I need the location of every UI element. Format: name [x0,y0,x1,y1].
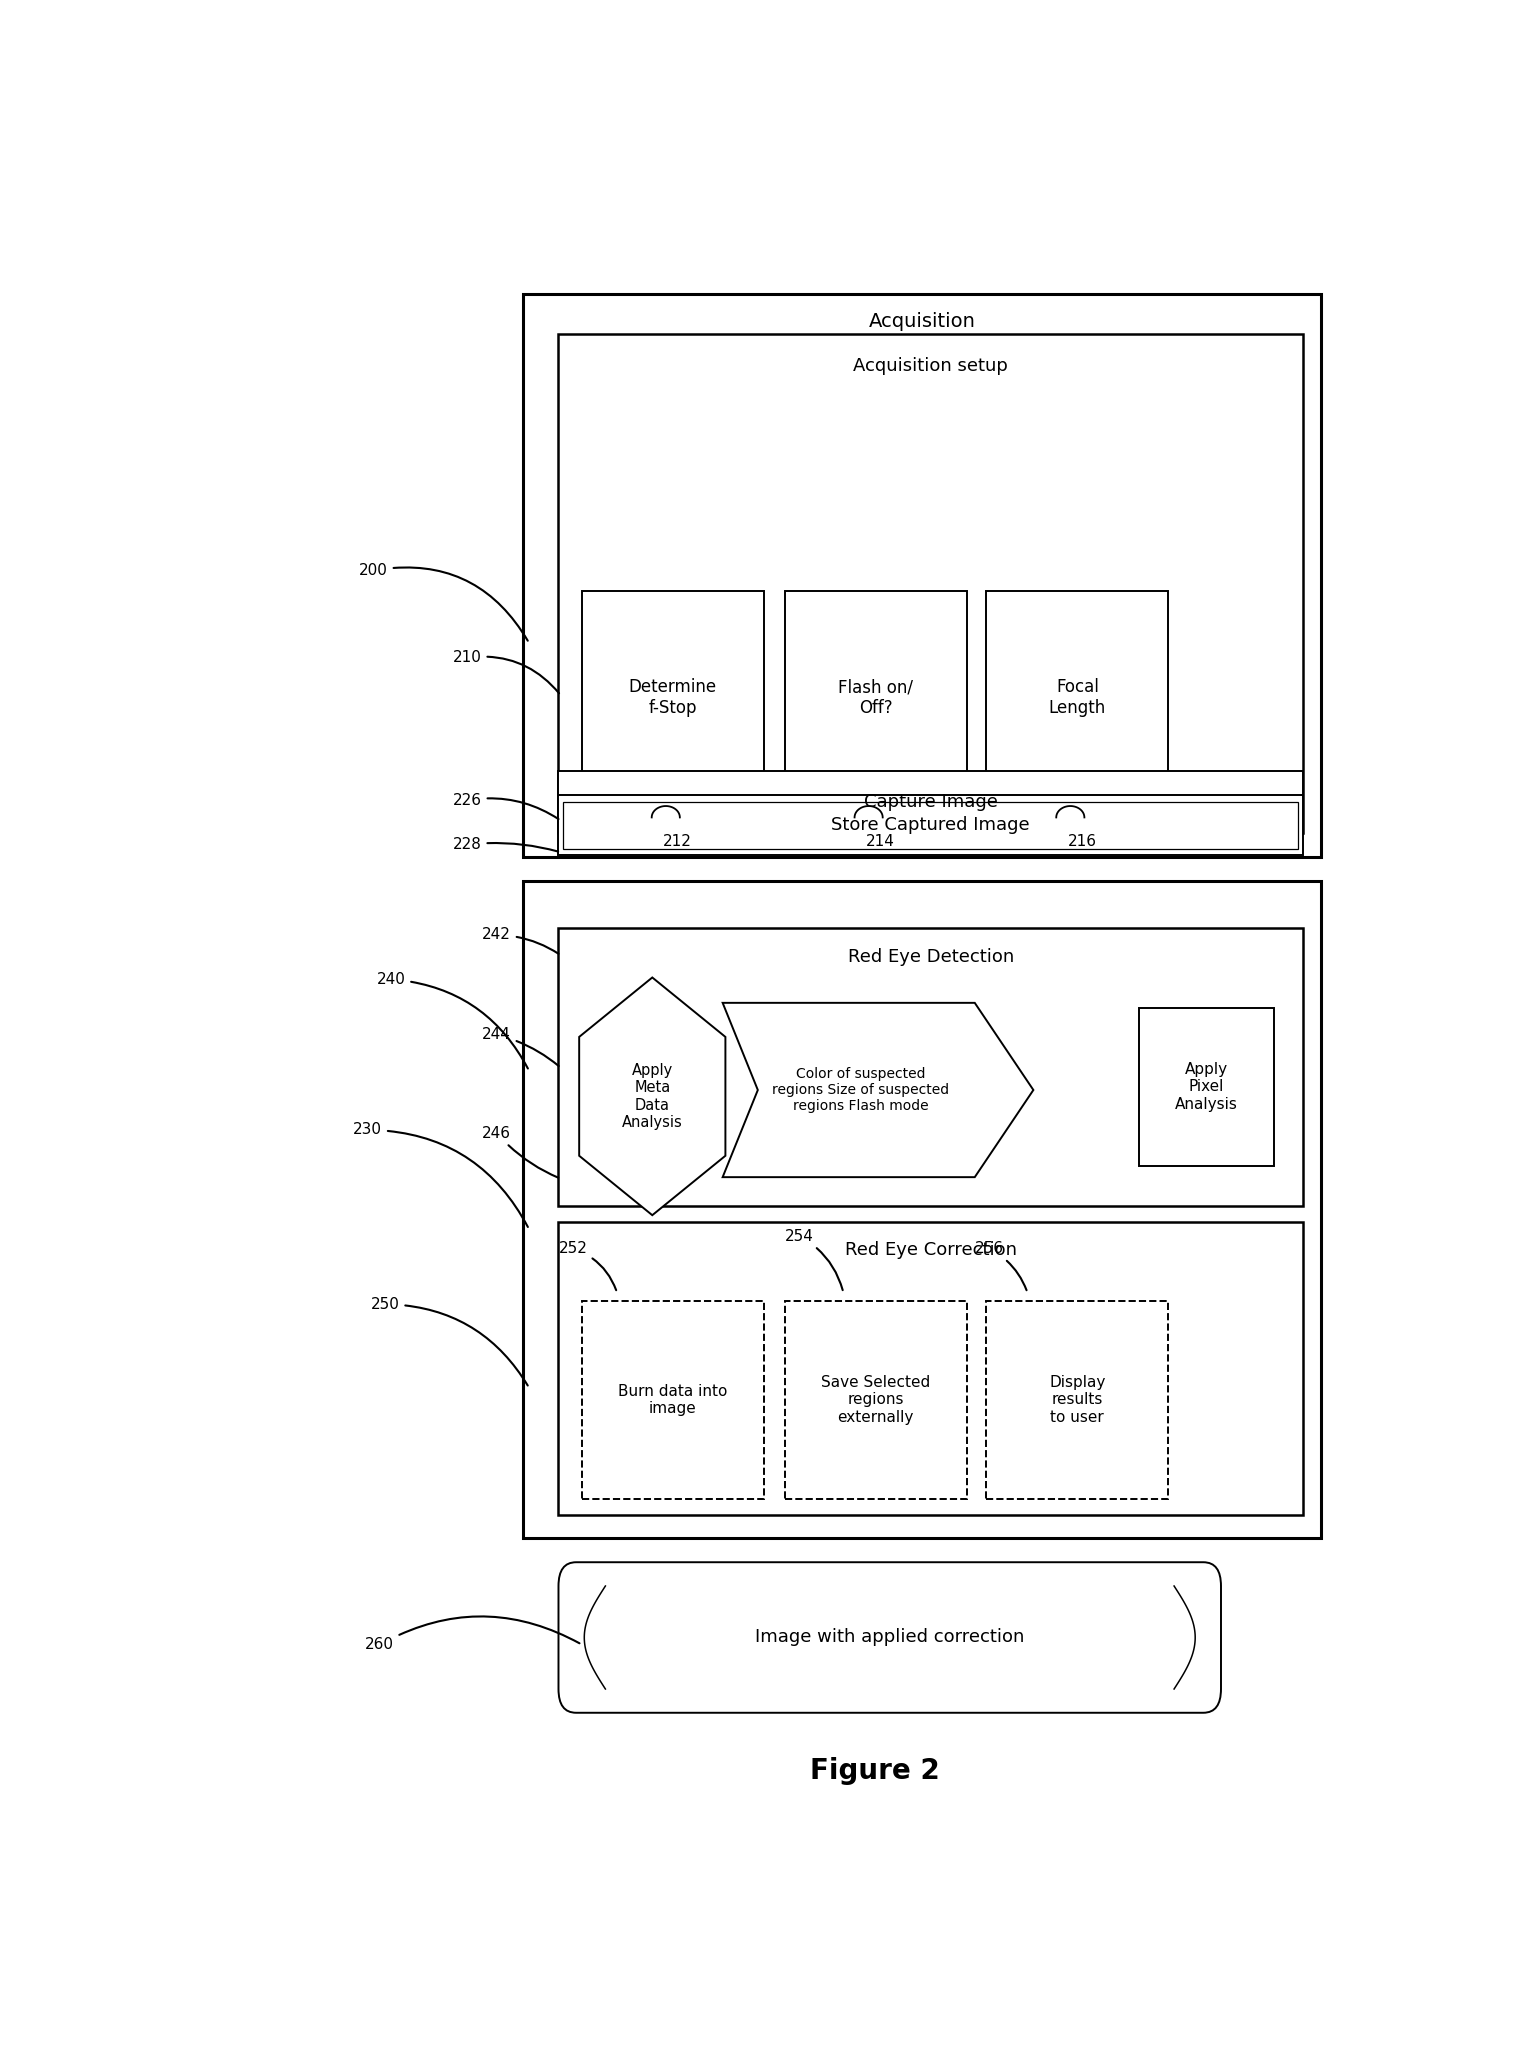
Text: 228: 228 [452,838,558,852]
Text: Image with applied correction: Image with applied correction [755,1628,1024,1646]
Text: Red Eye Detection: Red Eye Detection [847,949,1014,965]
Text: 216: 216 [1068,833,1097,848]
Bar [563,801,1298,850]
Text: Apply
Pixel
Analysis: Apply Pixel Analysis [1176,1062,1238,1111]
Bar [558,333,1303,833]
Text: 226: 226 [452,792,558,819]
Bar [986,1301,1168,1498]
Bar [523,881,1321,1539]
Text: 250: 250 [371,1297,528,1385]
Text: Focal
Length: Focal Length [1049,679,1106,716]
Bar [583,1301,764,1498]
Text: Color of suspected
regions Size of suspected
regions Flash mode: Color of suspected regions Size of suspe… [772,1066,949,1113]
Text: Capture Image: Capture Image [864,792,997,811]
Text: 242: 242 [483,928,558,953]
Text: Apply
Meta
Data
Analysis: Apply Meta Data Analysis [622,1062,682,1130]
Bar [558,1222,1303,1515]
Text: Save Selected
regions
externally: Save Selected regions externally [822,1375,930,1424]
Text: 254: 254 [785,1229,843,1290]
Text: 212: 212 [663,833,691,848]
Bar [785,1301,967,1498]
Bar [558,794,1303,856]
Text: Figure 2: Figure 2 [809,1758,940,1786]
Text: 230: 230 [353,1122,528,1227]
FancyBboxPatch shape [558,1562,1221,1712]
Text: Burn data into
image: Burn data into image [619,1383,728,1416]
Bar [986,591,1168,805]
Text: Red Eye Correction: Red Eye Correction [844,1241,1017,1259]
Text: 240: 240 [377,971,528,1068]
Bar [785,591,967,805]
Text: Acquisition setup: Acquisition setup [853,356,1008,375]
Bar [523,294,1321,856]
Bar [558,772,1303,831]
Text: 210: 210 [452,650,560,694]
Text: Acquisition: Acquisition [868,313,976,331]
Text: 200: 200 [359,564,528,640]
Text: 252: 252 [558,1241,616,1290]
Polygon shape [579,978,725,1214]
Text: Determine
f-Stop: Determine f-Stop [629,679,717,716]
Text: 214: 214 [865,833,894,848]
Text: Flash on/
Off?: Flash on/ Off? [838,679,914,716]
Text: 246: 246 [483,1126,558,1177]
Bar [1139,1008,1274,1167]
Bar [583,591,764,805]
Text: Display
results
to user: Display results to user [1049,1375,1106,1424]
Polygon shape [723,1002,1033,1177]
Text: Store Captured Image: Store Captured Image [832,817,1030,833]
Text: 244: 244 [483,1027,558,1066]
Text: 260: 260 [365,1616,579,1653]
Text: 256: 256 [974,1241,1026,1290]
Bar [558,928,1303,1206]
